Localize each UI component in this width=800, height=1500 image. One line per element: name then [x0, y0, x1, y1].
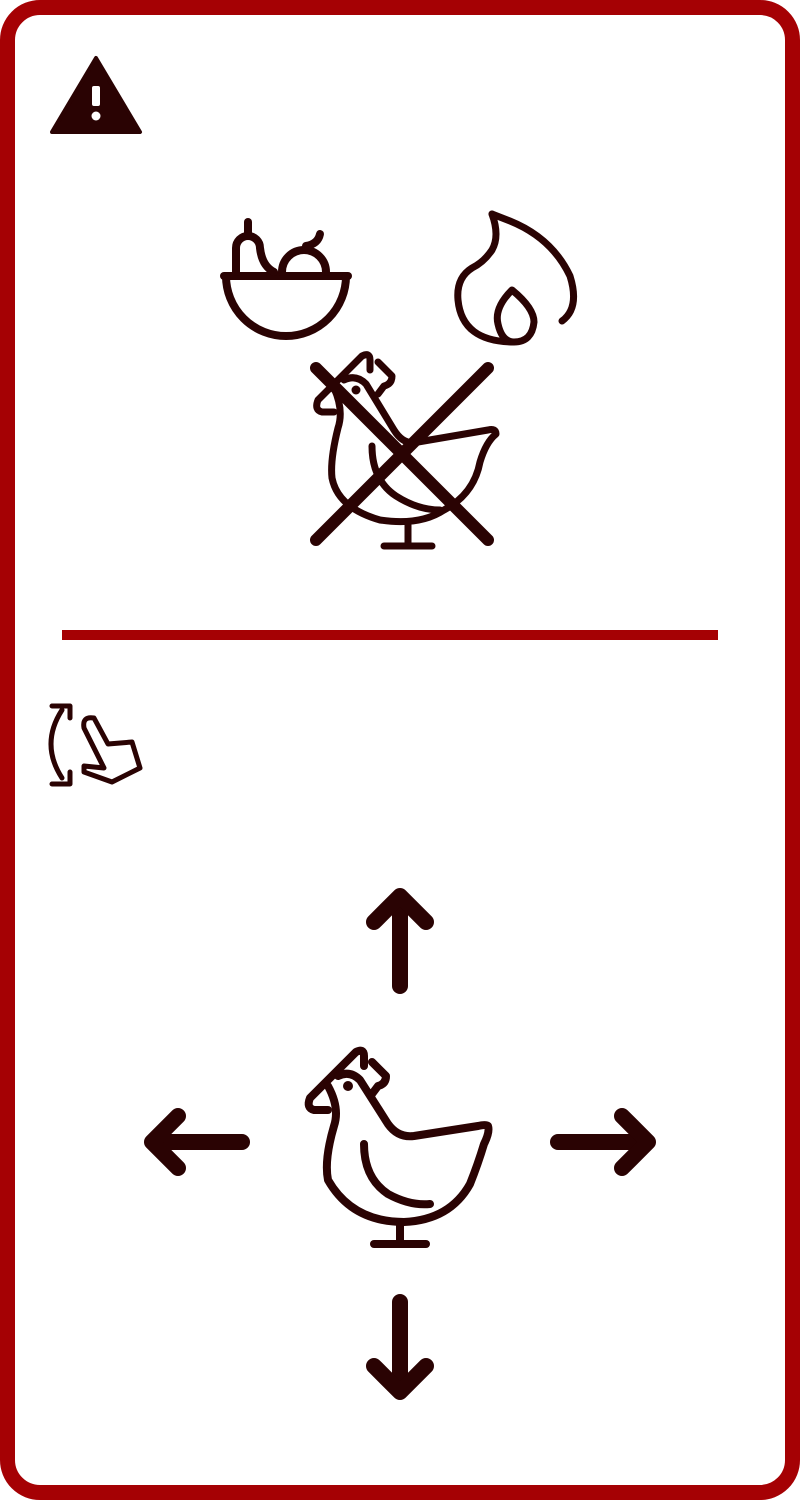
- flame-icon: [454, 210, 578, 346]
- chicken-icon: [304, 1046, 493, 1248]
- warning-triangle-icon: [50, 56, 142, 134]
- arrow-left-icon: [144, 1108, 250, 1176]
- arrow-up-icon: [366, 888, 434, 994]
- arrow-right-icon: [550, 1108, 656, 1176]
- food-bowl-icon: [220, 218, 352, 340]
- rotate-hand-gesture-icon: [48, 703, 143, 787]
- crossed-out-chicken-icon: [310, 351, 500, 550]
- arrow-down-icon: [366, 1294, 434, 1400]
